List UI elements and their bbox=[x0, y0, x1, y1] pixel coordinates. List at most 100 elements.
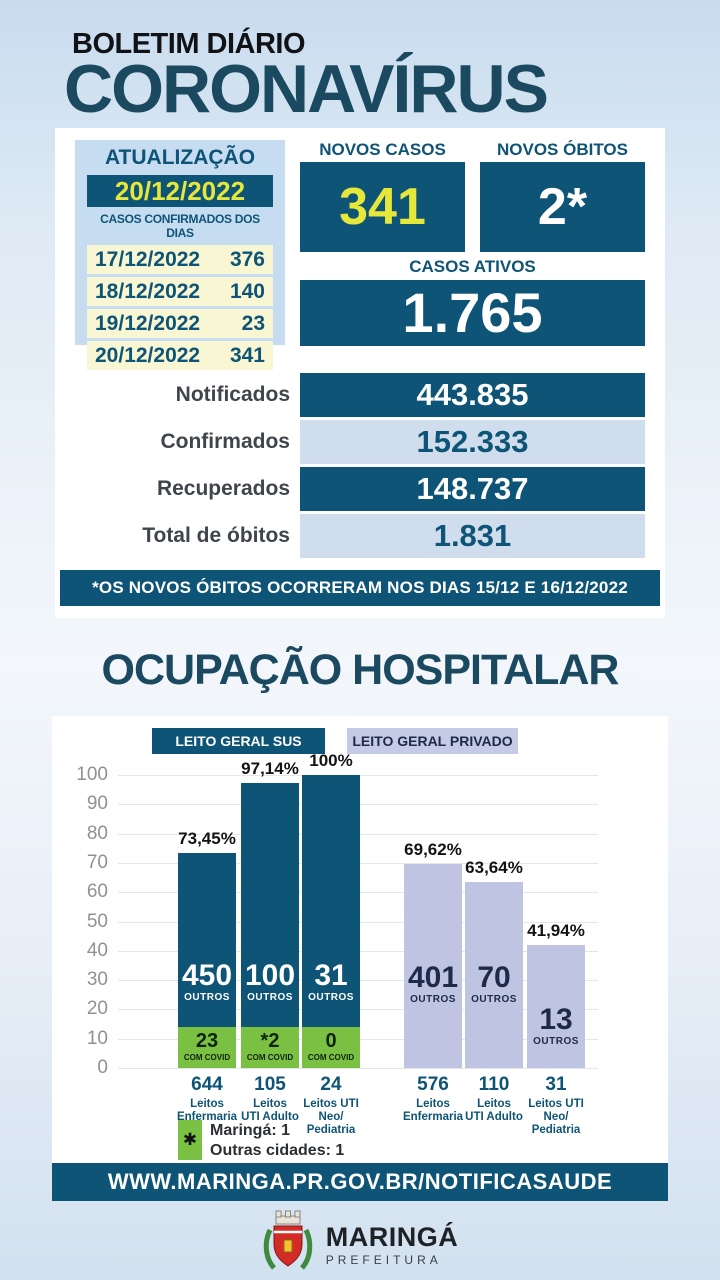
update-date: 20/12/2022 bbox=[87, 175, 273, 207]
row-value: 140 bbox=[229, 280, 265, 303]
beds-total: 24 bbox=[320, 1074, 342, 1095]
y-tick-50: 50 bbox=[86, 910, 108, 932]
bar-covid-segment: 0 COM COVID bbox=[302, 1027, 360, 1068]
y-tick-10: 10 bbox=[86, 1027, 108, 1049]
y-tick-80: 80 bbox=[86, 822, 108, 844]
outros-caption: OUTROS bbox=[533, 1036, 579, 1047]
recovered-value: 148.737 bbox=[300, 467, 645, 511]
notified-value: 443.835 bbox=[300, 373, 645, 417]
row-value: 341 bbox=[229, 344, 265, 367]
prefeitura-logo: MARINGÁ PREFEITURA bbox=[0, 1210, 720, 1279]
beds-total: 576 bbox=[417, 1074, 449, 1095]
covid-value: *2 bbox=[260, 1030, 280, 1052]
y-tick-0: 0 bbox=[97, 1057, 108, 1078]
y-tick-20: 20 bbox=[86, 998, 108, 1020]
logo-title: MARINGÁ bbox=[325, 1221, 459, 1252]
outros-value: 31 bbox=[314, 959, 348, 992]
new-deaths-label: NOVOS ÓBITOS bbox=[497, 140, 628, 159]
footer-url-link[interactable]: WWW.MARINGA.PR.GOV.BR/NOTIFICASAUDE bbox=[52, 1163, 668, 1201]
beds-category: Leitos UTI Adulto bbox=[465, 1098, 523, 1123]
bar-percent-label: 63,64% bbox=[465, 858, 523, 877]
outros-caption: OUTROS bbox=[184, 992, 230, 1003]
bar-outros-count: 13 OUTROS bbox=[527, 1004, 585, 1048]
occupancy-title: OCUPAÇÃO HOSPITALAR bbox=[101, 646, 620, 694]
x-axis-label-sus-0: 644 Leitos Enfermaria bbox=[162, 1074, 252, 1124]
y-tick-70: 70 bbox=[86, 851, 108, 873]
y-tick-40: 40 bbox=[86, 939, 108, 961]
bar-priv-0: 69,62% 401 OUTROS bbox=[404, 840, 462, 1068]
legend-line-outras: Outras cidades: 1 bbox=[210, 1142, 345, 1159]
bar-outros-count: 450 OUTROS bbox=[178, 960, 236, 1004]
occupancy-chart: LEITO GERAL SUS LEITO GERAL PRIVADO ✱ Ma… bbox=[52, 716, 668, 1163]
y-tick-60: 60 bbox=[86, 881, 108, 903]
stats-card: ATUALIZAÇÃO 20/12/2022 CASOS CONFIRMADOS… bbox=[55, 128, 665, 618]
bar-outros-count: 31 OUTROS bbox=[302, 960, 360, 1004]
beds-category: Leitos UTI Neo/ Pediatria bbox=[528, 1098, 584, 1136]
bar-sus-1: 97,14% 100 OUTROS *2 COM COVID bbox=[241, 759, 299, 1068]
legend-text: Maringá: 1 Outras cidades: 1 bbox=[210, 1121, 344, 1161]
new-cases-label: NOVOS CASOS bbox=[319, 140, 446, 159]
x-axis-label-priv-0: 576 Leitos Enfermaria bbox=[388, 1074, 478, 1124]
covid-value: 0 bbox=[325, 1030, 337, 1052]
bar-percent-label: 41,94% bbox=[527, 921, 585, 940]
total-deaths-value: 1.831 bbox=[300, 514, 645, 558]
bulletin-kicker: BOLETIM DIÁRIO bbox=[72, 28, 306, 60]
covid-caption: COM COVID bbox=[307, 1053, 355, 1062]
bar-sus-0: 73,45% 450 OUTROS 23 COM COVID bbox=[178, 829, 236, 1068]
notified-label: Notificados bbox=[175, 383, 290, 406]
row-value: 23 bbox=[241, 312, 265, 335]
outros-caption: OUTROS bbox=[308, 992, 354, 1003]
beds-total: 644 bbox=[191, 1074, 223, 1095]
table-row: 20/12/2022 341 bbox=[87, 341, 273, 370]
recovered-label: Recuperados bbox=[156, 477, 290, 500]
confirmed-value: 152.333 bbox=[300, 420, 645, 464]
outros-caption: OUTROS bbox=[410, 994, 456, 1005]
active-cases-label: CASOS ATIVOS bbox=[409, 257, 536, 276]
beds-category: Leitos Enfermaria bbox=[402, 1098, 464, 1123]
private-group-header: LEITO GERAL PRIVADO bbox=[347, 728, 518, 754]
bar-outros-count: 70 OUTROS bbox=[465, 962, 523, 1006]
logo-subtitle: PREFEITURA bbox=[325, 1252, 442, 1267]
row-date: 17/12/2022 bbox=[95, 248, 201, 271]
legend-covid-marker: ✱ bbox=[178, 1120, 202, 1160]
covid-caption: COM COVID bbox=[246, 1053, 294, 1062]
y-tick-30: 30 bbox=[86, 969, 108, 991]
total-deaths-label: Total de óbitos bbox=[142, 524, 290, 547]
outros-value: 70 bbox=[477, 961, 511, 994]
row-date: 19/12/2022 bbox=[95, 312, 201, 335]
active-cases-value: 1.765 bbox=[300, 280, 645, 346]
row-date: 18/12/2022 bbox=[95, 280, 201, 303]
outros-caption: OUTROS bbox=[247, 992, 293, 1003]
table-row: 18/12/2022 140 bbox=[87, 277, 273, 306]
outros-value: 100 bbox=[244, 959, 296, 992]
confirmed-label: Confirmados bbox=[160, 430, 290, 453]
row-value: 376 bbox=[229, 248, 265, 271]
page-title: CORONAVÍRUS bbox=[64, 51, 549, 127]
update-subtitle: CASOS CONFIRMADOS DOS DIAS bbox=[100, 212, 260, 240]
bar-percent-label: 73,45% bbox=[178, 829, 236, 848]
bar-outros-count: 401 OUTROS bbox=[404, 962, 462, 1006]
y-tick-100: 100 bbox=[76, 764, 108, 785]
bar-covid-segment: *2 COM COVID bbox=[241, 1027, 299, 1068]
maringa-coat-of-arms-icon bbox=[262, 1210, 314, 1279]
gridline-0 bbox=[118, 1068, 598, 1069]
outros-value: 401 bbox=[407, 961, 459, 994]
bar-priv-2: 41,94% 13 OUTROS bbox=[527, 921, 585, 1068]
outros-value: 450 bbox=[181, 959, 233, 992]
beds-total: 110 bbox=[478, 1074, 510, 1095]
row-date: 20/12/2022 bbox=[95, 344, 201, 367]
y-tick-90: 90 bbox=[86, 793, 108, 815]
bar-sus-2: 100% 31 OUTROS 0 COM COVID bbox=[302, 751, 360, 1068]
beds-category: Leitos Enfermaria bbox=[176, 1098, 238, 1123]
table-row: 19/12/2022 23 bbox=[87, 309, 273, 338]
bar-outros-count: 100 OUTROS bbox=[241, 960, 299, 1004]
update-box: ATUALIZAÇÃO 20/12/2022 CASOS CONFIRMADOS… bbox=[75, 140, 285, 370]
table-row: 17/12/2022 376 bbox=[87, 245, 273, 274]
beds-category: Leitos UTI Adulto bbox=[241, 1098, 299, 1123]
x-axis-label-sus-1: 105 Leitos UTI Adulto bbox=[225, 1074, 315, 1124]
bar-priv-1: 63,64% 70 OUTROS bbox=[465, 858, 523, 1068]
covid-value: 23 bbox=[195, 1030, 219, 1052]
new-cases-value: 341 bbox=[300, 162, 465, 252]
beds-category: Leitos UTI Neo/ Pediatria bbox=[303, 1098, 359, 1136]
